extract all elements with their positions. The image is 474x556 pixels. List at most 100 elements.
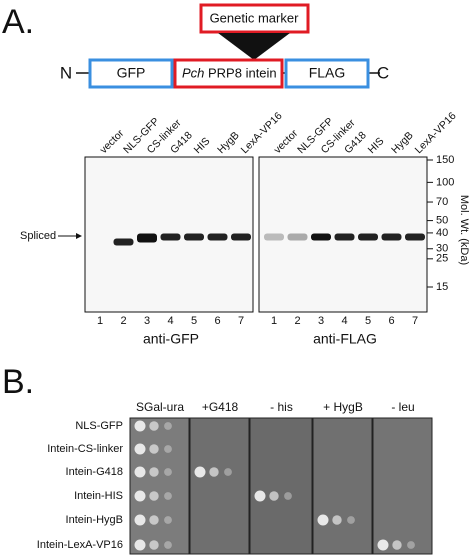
band [137,233,157,243]
n-term: N [60,63,72,82]
colony-spot [149,515,159,525]
row-label: Intein-HIS [74,490,123,502]
row-label: Intein-G418 [66,466,123,478]
colony-spot [347,516,355,524]
plate [249,417,313,555]
row-label: NLS-GFP [75,420,123,432]
band [358,233,378,241]
marker-box [199,3,310,34]
colony-spot [284,492,292,500]
marker-text: Genetic marker [210,10,300,25]
mw-label: 50 [436,215,448,227]
lane-label: HygB [215,129,242,156]
colony-spot [209,467,219,477]
mw-label: 25 [436,253,448,265]
lane-number: 2 [294,315,300,327]
band [381,233,402,241]
colony-spot [149,467,159,477]
lane-number: 7 [238,315,244,327]
band [231,233,251,241]
colony-spot [254,490,266,502]
lane-number: 3 [144,315,150,327]
band [160,233,181,241]
colony-spot [164,541,172,549]
gfp-text: GFP [117,65,146,81]
mw-label: 150 [436,154,454,166]
lane-label: vector [98,127,127,156]
mw-label: 30 [436,243,448,255]
colony-spot [377,539,389,551]
column-label: SGal-ura [136,400,184,414]
colony-spot [164,468,172,476]
lane-number: 6 [388,315,394,327]
band [207,233,228,241]
mw-label: 100 [436,176,454,188]
lane-label: HIS [192,135,213,156]
column-label: + HygB [323,400,363,414]
plate [129,417,190,555]
intein-name: PRP8 intein [208,65,277,80]
plate [312,417,373,555]
colony-spot [164,492,172,500]
lane-label: vector [272,127,301,156]
colony-spot [134,539,146,551]
colony-spot [269,491,279,501]
blot-title: anti-FLAG [313,331,377,347]
band [264,233,284,241]
panel-label: B. [2,363,34,401]
band [311,233,331,241]
lane-number: 1 [271,315,277,327]
c-term: C [377,63,389,82]
lane-label: LexA-VP16 [413,110,459,156]
lane-number: 4 [167,315,173,327]
band [184,233,204,241]
band-label: Spliced [20,230,56,242]
colony-spot [164,516,172,524]
lane-number: 6 [214,315,220,327]
colony-spot [407,541,415,549]
row-label: Intein-HygB [66,514,123,526]
band [113,238,134,246]
lane-number: 5 [365,315,371,327]
intein-box [173,58,284,89]
mw-label: 70 [436,196,448,208]
column-label: +G418 [202,400,239,414]
colony-spot [224,468,232,476]
row-label: Intein-LexA-VP16 [37,539,123,551]
band [334,233,355,241]
lane-number: 1 [97,315,103,327]
colony-spot [149,421,159,431]
colony-spot [194,466,206,478]
lane-number: 5 [191,315,197,327]
panel-label: A. [2,3,34,41]
colony-spot [134,420,146,432]
column-label: - leu [391,400,414,414]
colony-spot [134,466,146,478]
flag-box [284,58,370,89]
mw-label: 40 [436,227,448,239]
colony-spot [134,443,146,455]
flag-text: FLAG [309,65,346,81]
plate [189,417,250,555]
lane-number: 7 [412,315,418,327]
colony-spot [164,422,172,430]
band [287,233,308,241]
colony-spot [134,514,146,526]
lane-label: HygB [389,129,416,156]
gfp-box [88,58,174,89]
insert-triangle [218,33,290,60]
lane-number: 2 [120,315,126,327]
blot-title: anti-GFP [143,331,199,347]
colony-spot [149,491,159,501]
colony-spot [317,514,329,526]
mw-axis-label: Mol. Wt. (kDa) [458,195,470,265]
intein-species: Pch [182,65,204,80]
band-arrowhead [76,233,82,239]
colony-spot [332,515,342,525]
row-label: Intein-CS-linker [47,443,123,455]
colony-spot [392,540,402,550]
lane-number: 4 [341,315,347,327]
colony-spot [134,490,146,502]
plate [372,417,433,555]
